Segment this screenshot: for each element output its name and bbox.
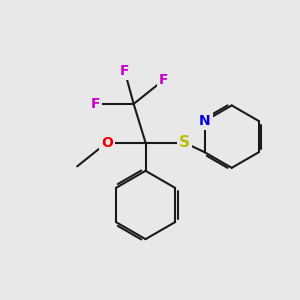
Text: F: F	[120, 64, 130, 78]
Text: F: F	[159, 73, 168, 87]
Text: F: F	[90, 97, 100, 111]
Text: S: S	[179, 135, 190, 150]
Text: N: N	[199, 114, 211, 128]
Text: O: O	[101, 136, 113, 150]
